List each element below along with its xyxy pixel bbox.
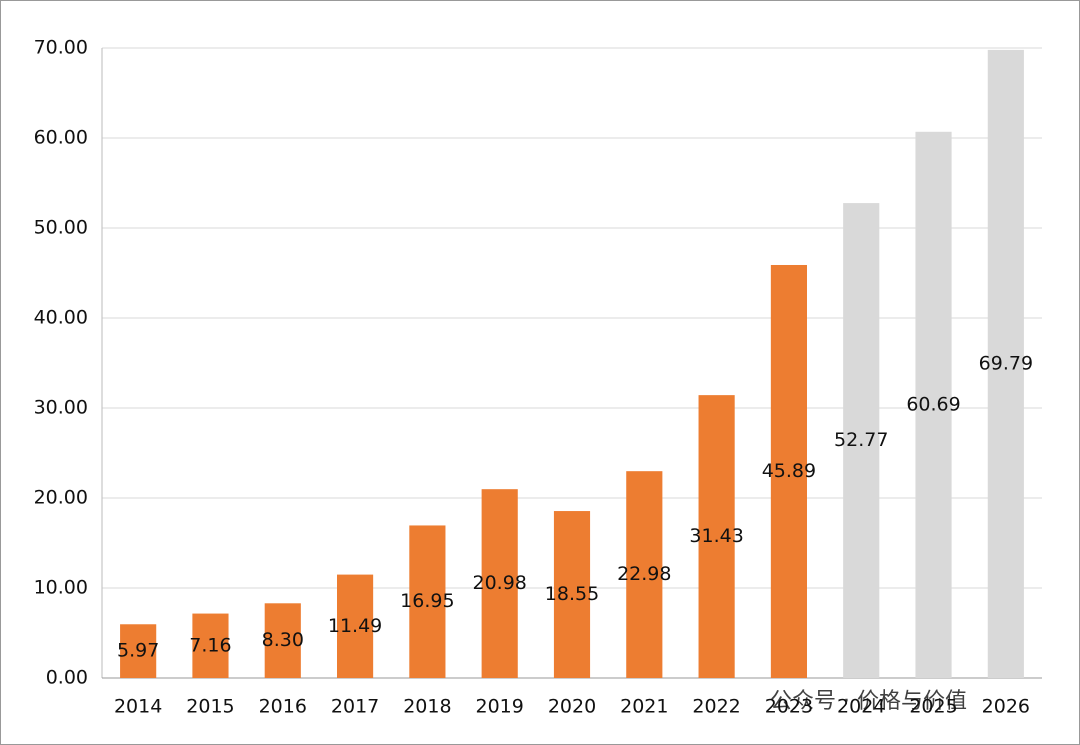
bar (770, 264, 807, 678)
y-tick-label: 70.00 (34, 37, 88, 59)
bar (626, 471, 663, 678)
x-tick-label: 2017 (331, 696, 379, 718)
watermark: 公众号 · 价格与价值 (770, 689, 967, 714)
x-tick-label: 2025 (909, 696, 957, 718)
value-label: 45.89 (762, 460, 816, 482)
x-tick-label: 2016 (259, 696, 307, 718)
x-tick-label: 2014 (114, 696, 162, 718)
y-tick-label: 0.00 (46, 667, 88, 689)
value-label: 18.55 (545, 583, 599, 605)
x-tick-label: 2018 (403, 696, 451, 718)
y-tick-label: 50.00 (34, 217, 88, 239)
x-tick-label: 2026 (982, 696, 1030, 718)
y-tick-label: 20.00 (34, 487, 88, 509)
value-label: 7.16 (189, 634, 231, 656)
y-tick-label: 10.00 (34, 577, 88, 599)
x-tick-label: 2024 (837, 696, 885, 718)
bar (481, 489, 518, 678)
x-tick-label: 2015 (186, 696, 234, 718)
x-tick-label: 2021 (620, 696, 668, 718)
value-label: 31.43 (689, 525, 743, 547)
y-tick-label: 30.00 (34, 397, 88, 419)
value-label: 5.97 (117, 640, 159, 662)
value-label: 22.98 (617, 563, 671, 585)
bar (337, 574, 374, 678)
bar (192, 613, 229, 678)
x-tick-label: 2023 (765, 696, 813, 718)
bar (698, 395, 735, 678)
value-label: 8.30 (262, 629, 304, 651)
bar (264, 603, 301, 678)
bar (120, 624, 157, 678)
x-tick-label: 2020 (548, 696, 596, 718)
bar (553, 511, 591, 678)
value-label: 20.98 (472, 572, 526, 594)
bar (915, 131, 952, 679)
value-label: 16.95 (400, 590, 454, 612)
bar (409, 525, 446, 678)
value-label: 11.49 (328, 615, 382, 637)
y-tick-label: 40.00 (34, 307, 88, 329)
x-tick-label: 2022 (692, 696, 740, 718)
y-tick-label: 60.00 (34, 127, 88, 149)
value-label: 52.77 (834, 429, 888, 451)
value-label: 60.69 (906, 393, 960, 415)
bar (987, 49, 1024, 678)
bar (843, 203, 880, 678)
x-tick-label: 2019 (476, 696, 524, 718)
value-label: 69.79 (979, 352, 1033, 374)
